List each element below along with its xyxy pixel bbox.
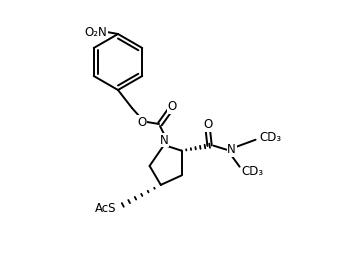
Text: CD₃: CD₃: [260, 131, 282, 144]
Text: O: O: [203, 118, 212, 131]
Text: N: N: [227, 143, 236, 156]
Text: N: N: [160, 133, 168, 146]
Text: O: O: [137, 115, 147, 129]
Text: O₂N: O₂N: [85, 26, 107, 38]
Text: AcS: AcS: [95, 202, 117, 215]
Text: O: O: [167, 101, 177, 113]
Text: CD₃: CD₃: [241, 165, 264, 178]
